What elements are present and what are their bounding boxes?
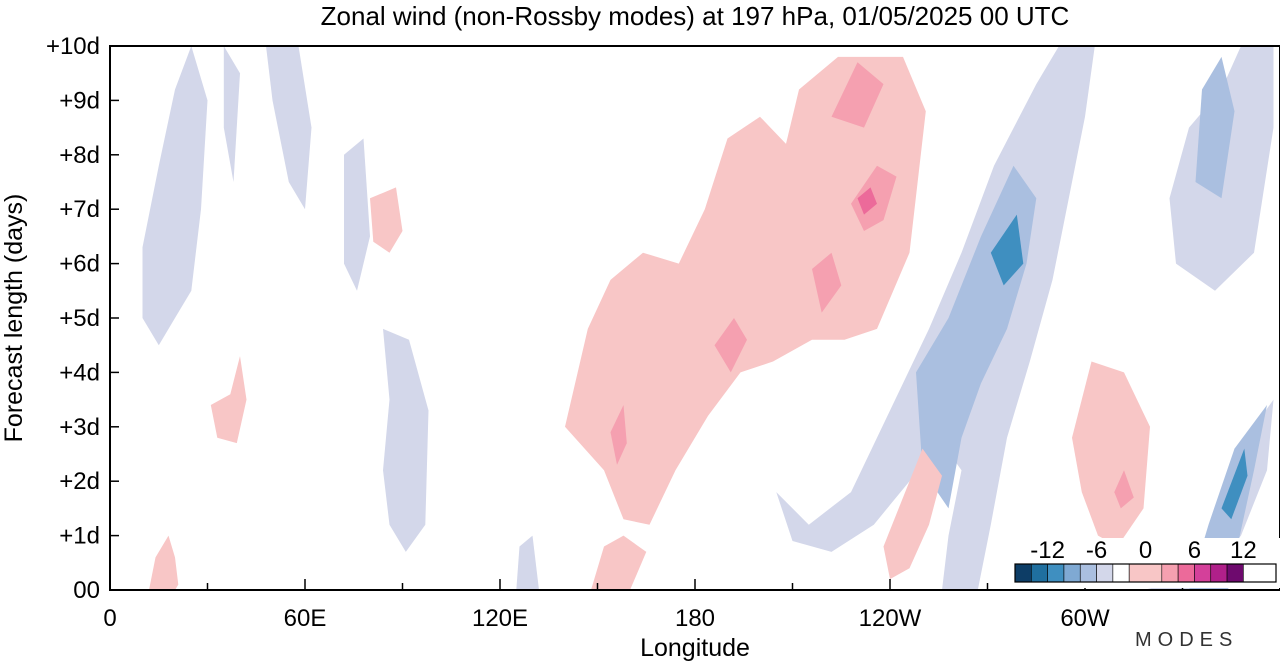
colorbar: -12 -6 0 6 12	[1005, 537, 1280, 588]
colorbar-swatch	[1210, 563, 1228, 583]
colorbar-label: 0	[1139, 537, 1152, 564]
contour-region-strong-westerly	[857, 187, 877, 215]
colorbar-swatch	[1096, 563, 1114, 583]
x-axis-label: Longitude	[640, 634, 750, 662]
y-tick-label: +5d	[59, 305, 100, 332]
x-tick-label: 120W	[859, 605, 922, 632]
contour-region-weak-westerly	[210, 356, 247, 444]
y-tick-label: +6d	[59, 251, 100, 278]
y-tick-label: +10d	[46, 33, 100, 60]
colorbar-swatch	[1031, 563, 1048, 583]
y-axis: 00 +1d +2d +3d +4d +5d +6d +7d +8d +9d +10d	[46, 33, 119, 604]
contour-region-strong-easterly	[990, 214, 1024, 286]
colorbar-swatch	[1161, 563, 1179, 583]
y-tick-label: +9d	[59, 87, 100, 114]
contour-region-moderate-westerly	[714, 318, 747, 373]
contour-region-moderate-westerly	[831, 62, 884, 128]
contour-region-moderate-westerly	[610, 405, 627, 465]
y-axis-label: Forecast length (days)	[0, 194, 28, 443]
contour-region-weak-westerly	[883, 448, 942, 580]
x-tick-label: 0	[103, 605, 116, 632]
colorbar-label: -6	[1086, 537, 1107, 564]
contour-region-moderate-westerly	[1114, 470, 1134, 509]
y-tick-label: +2d	[59, 468, 100, 495]
contour-region-weak-westerly	[1072, 361, 1150, 547]
colorbar-swatch	[1112, 563, 1130, 583]
y-tick-label: +7d	[59, 196, 100, 223]
contour-region-weak-westerly	[565, 56, 926, 525]
chart-title: Zonal wind (non-Rossby modes) at 197 hPa…	[321, 1, 1070, 31]
x-axis: 0 60E 120E 180 120W 60W	[103, 579, 1280, 632]
contour-region-weak-easterly	[142, 46, 208, 346]
y-tick-label: +8d	[59, 142, 100, 169]
modes-logo: MODES	[1135, 629, 1238, 651]
contour-region-moderate-westerly	[812, 252, 842, 313]
colorbar-swatch	[1194, 563, 1212, 583]
y-tick-label: 00	[73, 577, 100, 604]
contour-region-moderate-easterly	[1195, 56, 1235, 199]
y-tick-label: +4d	[59, 359, 100, 386]
contour-region-strong-easterly	[1221, 448, 1248, 520]
y-tick-label: +1d	[59, 523, 100, 550]
x-tick-label: 60E	[284, 605, 327, 632]
colorbar-swatch	[1047, 563, 1065, 583]
colorbar-swatch	[1128, 563, 1163, 583]
colorbar-swatch	[1177, 563, 1195, 583]
colorbar-swatch	[1079, 563, 1097, 583]
contour-region-weak-easterly	[516, 535, 539, 590]
contour-region-weak-westerly	[370, 187, 403, 253]
colorbar-label: 12	[1230, 537, 1257, 564]
x-tick-label: 180	[675, 605, 715, 632]
colorbar-swatch	[1014, 563, 1032, 583]
colorbar-label: -12	[1030, 537, 1065, 564]
contour-region-weak-westerly	[119, 535, 179, 590]
contour-region-weak-westerly	[591, 535, 647, 590]
colorbar-swatch	[1226, 563, 1244, 583]
contour-region-weak-easterly	[266, 46, 312, 210]
colorbar-swatch	[1063, 563, 1081, 583]
colorbar-frame	[1014, 563, 1277, 583]
colorbar-label: 6	[1188, 537, 1201, 564]
plot-area	[119, 46, 1274, 590]
contour-region-weak-easterly	[223, 46, 240, 182]
contour-region-weak-easterly	[344, 138, 370, 291]
x-tick-label: 120E	[472, 605, 528, 632]
contour-region-weak-easterly	[383, 328, 429, 552]
x-tick-label: 60W	[1060, 605, 1110, 632]
y-tick-label: +3d	[59, 414, 100, 441]
